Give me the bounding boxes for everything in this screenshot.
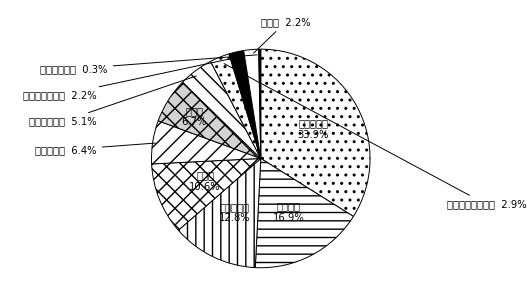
Wedge shape <box>229 50 261 159</box>
Text: ホームヘルパー  2.2%: ホームヘルパー 2.2% <box>23 58 235 100</box>
Text: 学校・職場・施設  2.9%: 学校・職場・施設 2.9% <box>224 64 526 209</box>
Wedge shape <box>261 49 370 216</box>
Text: 専門相談機関  5.1%: 専門相談機関 5.1% <box>29 76 197 126</box>
Text: テレビ等
16.9%: テレビ等 16.9% <box>272 201 305 222</box>
Wedge shape <box>151 121 261 164</box>
Text: 家族・親族  6.4%: 家族・親族 6.4% <box>35 143 155 155</box>
Text: 病院等
10.6%: 病院等 10.6% <box>189 170 221 192</box>
Text: 広報たなべ
33.9%: 広報たなべ 33.9% <box>298 118 329 140</box>
Wedge shape <box>158 82 261 159</box>
Wedge shape <box>182 62 261 159</box>
Wedge shape <box>243 49 261 159</box>
Text: 障害者団体
12.8%: 障害者団体 12.8% <box>219 202 250 223</box>
Text: その他
6.7%: その他 6.7% <box>181 106 207 127</box>
Wedge shape <box>178 159 261 268</box>
Wedge shape <box>152 159 261 230</box>
Wedge shape <box>259 49 261 159</box>
Wedge shape <box>211 54 261 159</box>
Wedge shape <box>255 159 354 268</box>
Text: ボランティア  0.3%: ボランティア 0.3% <box>41 55 257 74</box>
Text: 無回答  2.2%: 無回答 2.2% <box>253 17 311 53</box>
